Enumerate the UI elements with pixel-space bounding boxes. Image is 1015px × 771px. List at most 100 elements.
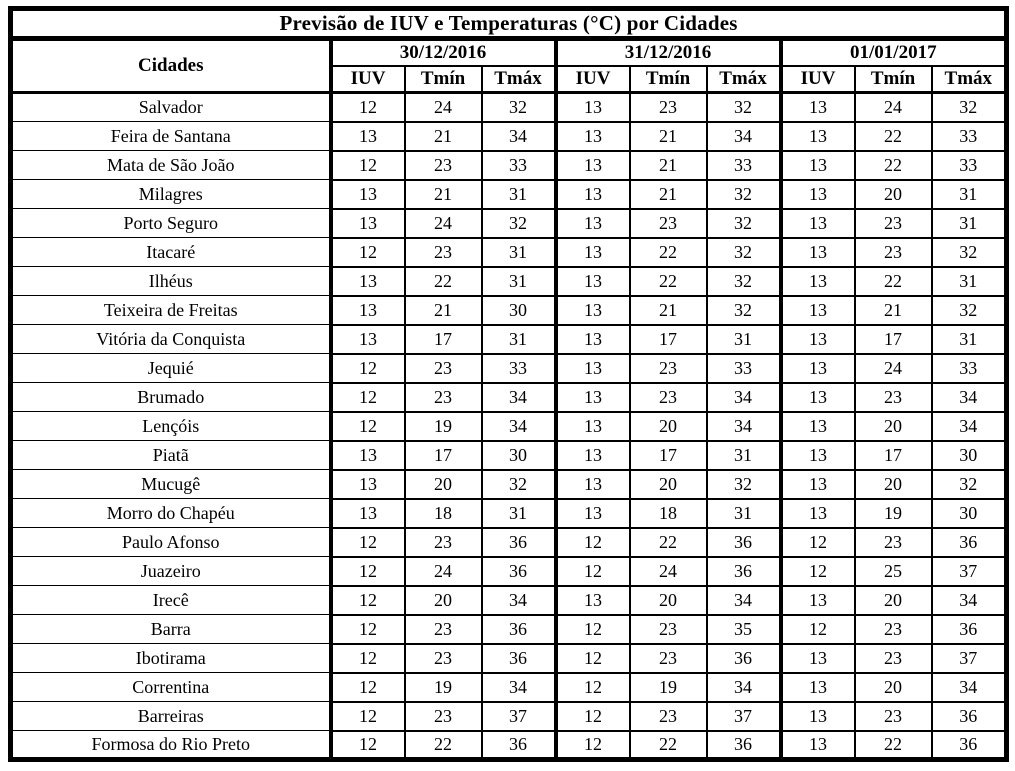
value-cell-tmax: 32 (930, 294, 1008, 326)
value-cell-tmax: 32 (705, 236, 782, 268)
value-cell-iuv: 13 (778, 700, 856, 732)
value-cell-tmax: 31 (480, 236, 557, 268)
table-row: Ilhéus 13 22 31 13 22 32 13 22 31 (10, 265, 1008, 297)
value-cell-tmax: 31 (930, 207, 1008, 239)
city-cell: Irecê (10, 585, 333, 615)
value-cell-iuv: 13 (778, 381, 856, 413)
value-cell-tmin: 23 (853, 207, 933, 239)
column-header-date-3: 01/01/2017 (778, 38, 1007, 67)
value-cell-iuv: 12 (778, 555, 856, 587)
value-cell-iuv: 12 (328, 642, 406, 674)
value-cell-tmin: 17 (853, 323, 933, 355)
value-cell-tmin: 24 (853, 352, 933, 384)
value-cell-tmax: 34 (705, 671, 782, 703)
value-cell-iuv: 13 (553, 468, 631, 500)
city-cell: Feira de Santana (10, 121, 333, 151)
value-cell-iuv: 13 (778, 178, 856, 210)
value-cell-iuv: 12 (328, 149, 406, 181)
city-cell: Mucugê (10, 469, 333, 499)
value-cell-tmin: 23 (403, 700, 483, 732)
value-cell-iuv: 12 (328, 584, 406, 616)
value-cell-tmax: 31 (930, 178, 1008, 210)
table-row: Porto Seguro 13 24 32 13 23 32 13 23 31 (10, 207, 1008, 239)
table-row: Ibotirama 12 23 36 12 23 36 13 23 37 (10, 642, 1008, 674)
value-cell-tmax: 34 (930, 410, 1008, 442)
value-cell-iuv: 13 (328, 207, 406, 239)
value-cell-iuv: 13 (553, 265, 631, 297)
value-cell-tmax: 32 (480, 468, 557, 500)
value-cell-tmax: 32 (705, 91, 782, 123)
city-cell: Ibotirama (10, 643, 333, 673)
table-header: Previsão de IUV e Temperaturas (°C) por … (10, 8, 1008, 94)
city-cell: Barra (10, 614, 333, 644)
value-cell-tmax: 37 (930, 555, 1008, 587)
value-cell-iuv: 13 (553, 236, 631, 268)
value-cell-tmax: 33 (705, 149, 782, 181)
value-cell-iuv: 12 (328, 671, 406, 703)
value-cell-iuv: 13 (553, 149, 631, 181)
value-cell-tmin: 22 (403, 729, 483, 761)
column-header-date-1: 30/12/2016 (328, 38, 556, 67)
value-cell-tmin: 21 (628, 149, 708, 181)
value-cell-iuv: 13 (328, 323, 406, 355)
value-cell-tmin: 17 (628, 323, 708, 355)
value-cell-tmin: 21 (403, 178, 483, 210)
value-cell-tmin: 21 (853, 294, 933, 326)
table-row: Barreiras 12 23 37 12 23 37 13 23 36 (10, 700, 1008, 732)
value-cell-tmax: 30 (480, 294, 557, 326)
value-cell-tmin: 23 (628, 613, 708, 645)
value-cell-tmin: 24 (403, 555, 483, 587)
value-cell-tmax: 36 (705, 642, 782, 674)
value-cell-tmax: 32 (705, 468, 782, 500)
value-cell-iuv: 13 (328, 439, 406, 471)
column-header-iuv: IUV (553, 64, 631, 94)
column-header-iuv: IUV (778, 64, 856, 94)
value-cell-tmax: 36 (930, 526, 1008, 558)
table-row: Salvador 12 24 32 13 23 32 13 24 32 (10, 91, 1008, 123)
value-cell-tmax: 33 (930, 120, 1008, 152)
value-cell-iuv: 12 (553, 526, 631, 558)
value-cell-iuv: 13 (553, 352, 631, 384)
value-cell-iuv: 13 (328, 294, 406, 326)
value-cell-tmax: 32 (480, 91, 557, 123)
value-cell-tmin: 20 (403, 584, 483, 616)
value-cell-tmin: 24 (403, 207, 483, 239)
value-cell-tmin: 23 (403, 526, 483, 558)
table-body: Salvador 12 24 32 13 23 32 13 24 32 Feira de Santa… (10, 91, 1008, 761)
value-cell-iuv: 12 (553, 729, 631, 761)
value-cell-tmin: 23 (628, 700, 708, 732)
table-row: Morro do Chapéu 13 18 31 13 18 31 13 19 30 (10, 497, 1008, 529)
value-cell-tmax: 33 (705, 352, 782, 384)
value-cell-tmin: 17 (403, 323, 483, 355)
value-cell-tmax: 36 (930, 613, 1008, 645)
value-cell-tmax: 36 (705, 729, 782, 761)
value-cell-tmax: 34 (930, 584, 1008, 616)
value-cell-tmax: 30 (930, 439, 1008, 471)
column-header-tmax: Tmáx (705, 64, 782, 94)
date-header-row: Cidades 30/12/2016 31/12/2016 01/01/2017 (10, 38, 1007, 94)
value-cell-tmax: 33 (930, 352, 1008, 384)
value-cell-tmin: 17 (403, 439, 483, 471)
value-cell-tmax: 36 (705, 555, 782, 587)
column-header-cidades: Cidades (10, 38, 333, 94)
value-cell-iuv: 13 (553, 497, 631, 529)
value-cell-iuv: 13 (778, 671, 856, 703)
value-cell-tmax: 34 (480, 671, 557, 703)
value-cell-iuv: 13 (778, 207, 856, 239)
city-cell: Salvador (10, 92, 333, 122)
value-cell-tmin: 23 (853, 381, 933, 413)
value-cell-tmax: 32 (705, 178, 782, 210)
title-row: Previsão de IUV e Temperaturas (°C) por … (10, 8, 1007, 41)
value-cell-tmin: 19 (853, 497, 933, 529)
value-cell-iuv: 13 (553, 410, 631, 442)
value-cell-iuv: 13 (778, 265, 856, 297)
value-cell-tmin: 22 (403, 265, 483, 297)
city-cell: Milagres (10, 179, 333, 209)
value-cell-tmin: 20 (853, 468, 933, 500)
value-cell-tmin: 21 (628, 178, 708, 210)
table-row: Formosa do Rio Preto 12 22 36 12 22 36 13 22 36 (10, 729, 1008, 761)
value-cell-tmax: 31 (480, 497, 557, 529)
value-cell-tmax: 32 (930, 468, 1008, 500)
value-cell-tmax: 36 (705, 526, 782, 558)
value-cell-iuv: 13 (778, 323, 856, 355)
